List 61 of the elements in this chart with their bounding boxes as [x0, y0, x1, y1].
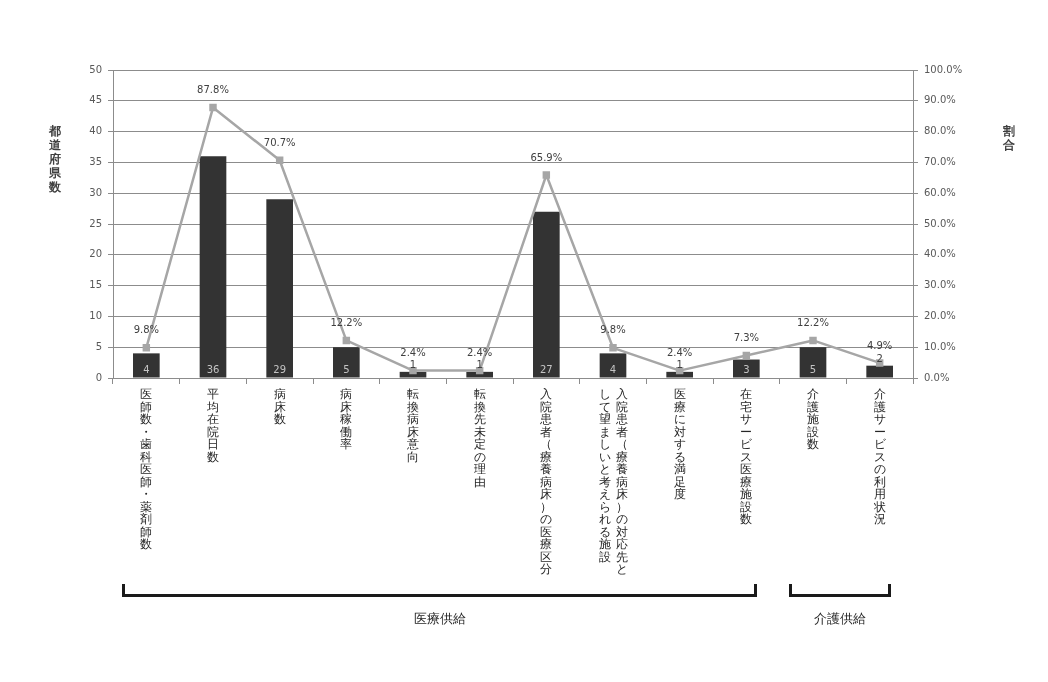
y-tick-label: 30	[89, 186, 102, 198]
category-label: 入院患者（療養病床）の医療区分	[540, 387, 553, 576]
text: 医療供給	[413, 610, 466, 628]
y2-tick-label: 10.0%	[924, 340, 956, 352]
data-label: 1	[676, 359, 683, 371]
category-label: 入院患者（療養病床）の対応先として望ましいと考えられる施設	[598, 387, 628, 576]
category-label: 在宅サービス医療施設数	[740, 387, 753, 526]
y2-tick-label: 60.0%	[924, 186, 956, 198]
data-label: 3	[743, 364, 750, 376]
y2-tick-label: 50.0%	[924, 217, 956, 229]
data-label: 87.8%	[197, 84, 229, 96]
data-label: 7.3%	[733, 332, 760, 344]
data-label: 9.8%	[600, 324, 626, 336]
text: 介護供給	[813, 610, 866, 628]
data-label: 2.4%	[666, 347, 693, 359]
data-label: 2	[876, 353, 883, 365]
y-tick-label: 0	[95, 371, 102, 383]
y2-tick-label: 40.0%	[924, 248, 956, 260]
data-label: 9.8%	[133, 324, 160, 336]
x-tick-label: 転換先未定の理由	[473, 387, 486, 489]
x-tick-label: 介護施設数	[807, 387, 819, 451]
y-tick-label: 25	[89, 217, 102, 229]
y-tick-label: 15	[89, 279, 102, 291]
y-tick-label: 20	[89, 248, 102, 260]
y-tick-label: 45	[89, 94, 102, 106]
x-tick-label: 病床稼働率	[340, 387, 353, 451]
category-label: 医療に対する満足度	[673, 387, 686, 501]
data-label: 2.4%	[400, 347, 426, 359]
y-tick-label: 5	[95, 340, 102, 352]
data-label: 29	[273, 364, 287, 376]
x-tick-label: 病床数	[273, 387, 286, 426]
category-label: 介護サービスの利用状況	[873, 387, 886, 526]
data-label: 12.2%	[797, 317, 829, 329]
data-label: 70.7%	[263, 136, 296, 148]
y2-axis-title: 割合	[1003, 124, 1015, 152]
data-label: 4	[143, 364, 150, 376]
data-label: 4	[609, 364, 617, 376]
data-label: 1	[476, 359, 483, 371]
y2-tick-label: 20.0%	[924, 309, 956, 321]
data-label: 36	[206, 364, 220, 376]
x-tick-label: 平均在院日数	[207, 387, 219, 464]
data-label: 5	[343, 364, 350, 376]
data-label: 2.4%	[466, 347, 493, 359]
y-tick-label: 40	[89, 125, 102, 137]
y-tick-label: 50	[89, 63, 102, 75]
y-tick-label: 10	[89, 309, 102, 321]
category-label: 医師数・歯科医師・薬剤師数	[140, 387, 153, 551]
data-label: 5	[809, 364, 817, 376]
y2-tick-label: 70.0%	[924, 155, 956, 167]
y2-tick-label: 100.0%	[924, 63, 963, 75]
y2-tick-label: 80.0%	[924, 125, 956, 137]
y2-tick-label: 30.0%	[924, 279, 956, 291]
y-tick-label: 35	[89, 155, 102, 167]
x-tick-label: 転換病床意向	[407, 387, 419, 464]
data-label: 65.9%	[530, 151, 563, 163]
y-axis-title: 都道府県数	[49, 124, 61, 194]
data-label: 12.2%	[330, 317, 363, 329]
data-label: 1	[409, 359, 417, 371]
y2-tick-label: 0.0%	[924, 371, 950, 383]
data-label: 27	[539, 364, 553, 376]
y2-tick-label: 90.0%	[924, 94, 956, 106]
